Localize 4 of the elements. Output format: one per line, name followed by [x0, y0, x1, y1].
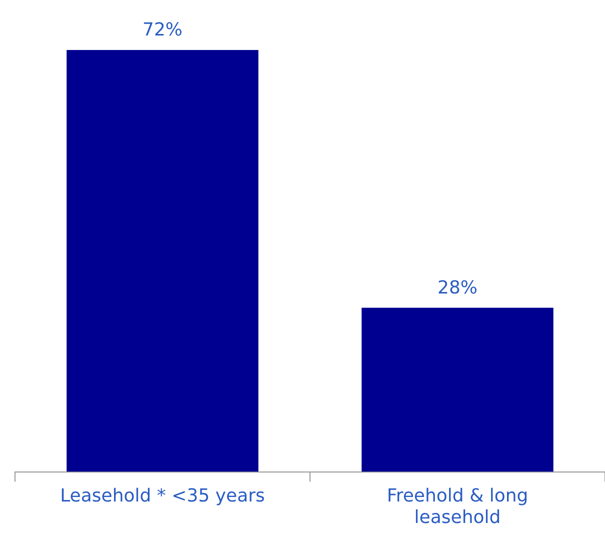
data-label: 28%	[437, 277, 478, 298]
data-label: 72%	[142, 20, 183, 41]
x-tick-label: Leasehold * <35 years	[60, 485, 265, 506]
x-tick-label: Freehold & long leasehold	[386, 485, 528, 528]
